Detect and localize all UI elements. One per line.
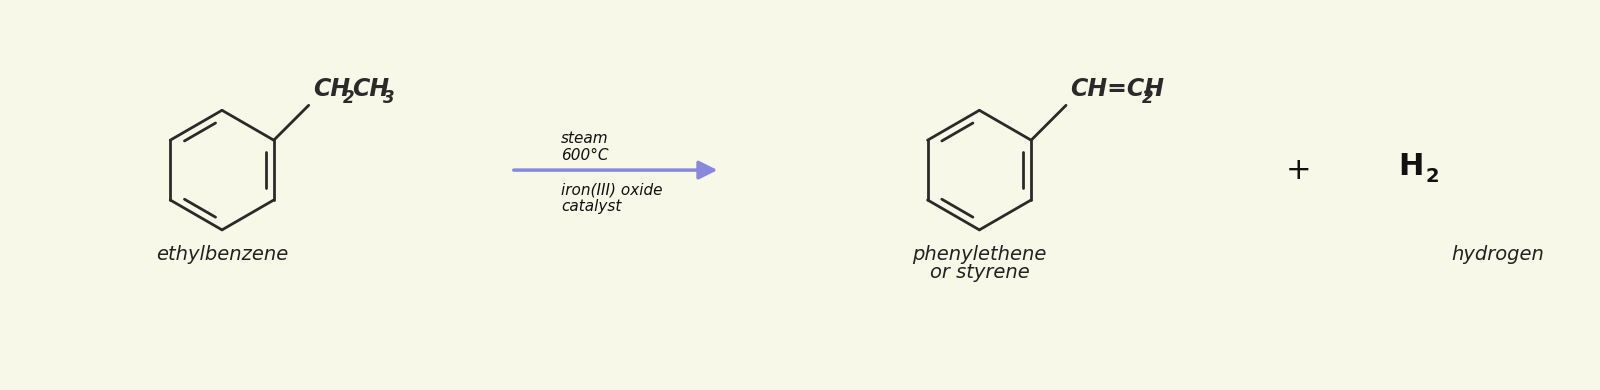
Text: CH=CH: CH=CH	[1070, 77, 1165, 101]
Text: iron(III) oxide: iron(III) oxide	[562, 183, 662, 197]
Text: H: H	[1398, 152, 1424, 181]
Text: 600°C: 600°C	[562, 148, 608, 163]
Text: 2: 2	[1426, 167, 1440, 186]
Text: ethylbenzene: ethylbenzene	[155, 245, 288, 264]
Text: or styrene: or styrene	[930, 263, 1029, 282]
Text: CH: CH	[352, 77, 390, 101]
Text: 2: 2	[342, 89, 354, 107]
Text: catalyst: catalyst	[562, 199, 621, 214]
Text: phenylethene: phenylethene	[912, 245, 1046, 264]
Text: steam: steam	[562, 131, 608, 146]
Text: hydrogen: hydrogen	[1451, 245, 1544, 264]
Text: 2: 2	[1142, 89, 1154, 107]
Text: CH: CH	[312, 77, 350, 101]
Text: 3: 3	[384, 89, 395, 107]
Text: +: +	[1285, 156, 1310, 184]
